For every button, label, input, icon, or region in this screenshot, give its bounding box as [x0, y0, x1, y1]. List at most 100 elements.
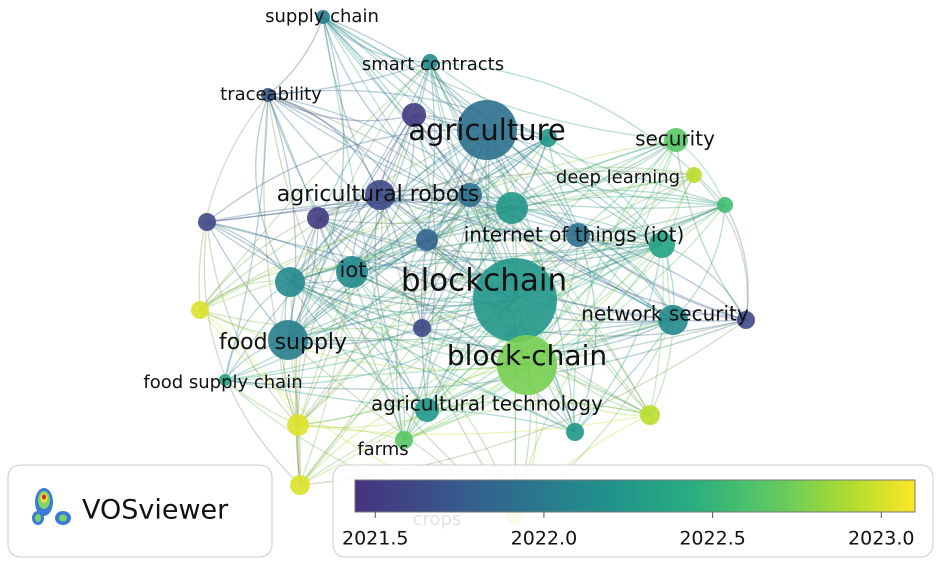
node	[413, 319, 431, 337]
node	[566, 223, 590, 247]
edge	[287, 139, 677, 341]
edge	[511, 174, 695, 209]
edge	[287, 339, 576, 433]
node	[458, 183, 482, 207]
edge	[573, 139, 677, 433]
edge	[351, 228, 579, 273]
edge	[351, 207, 513, 273]
edge	[351, 271, 406, 441]
node	[457, 100, 517, 160]
edge	[426, 400, 651, 416]
edge	[511, 139, 677, 209]
edge	[379, 194, 423, 329]
edge	[267, 94, 651, 416]
edge	[206, 194, 471, 223]
edge	[267, 94, 513, 209]
edge	[289, 281, 301, 486]
edge	[403, 139, 677, 441]
edge	[224, 194, 471, 381]
node	[365, 180, 395, 210]
edge	[379, 194, 674, 321]
edge	[199, 268, 353, 311]
edge	[206, 221, 516, 307]
edge	[351, 189, 726, 273]
node	[336, 256, 368, 288]
edge	[289, 281, 405, 441]
node	[268, 320, 308, 360]
edge	[577, 234, 747, 321]
edge	[206, 194, 381, 223]
node-label: security	[635, 127, 715, 151]
edge	[322, 16, 579, 236]
edge	[299, 207, 513, 486]
node	[219, 374, 231, 386]
edge	[351, 61, 431, 273]
edge	[287, 114, 415, 341]
edge	[297, 194, 383, 426]
edge	[289, 281, 528, 366]
edge	[379, 170, 695, 196]
edge	[267, 94, 381, 196]
edge	[206, 128, 488, 223]
node	[737, 311, 755, 329]
edge	[322, 16, 516, 301]
node	[261, 88, 275, 102]
edge	[267, 94, 663, 246]
edge	[267, 94, 353, 273]
node	[287, 414, 309, 436]
edge	[287, 129, 488, 341]
edge	[322, 16, 674, 321]
node	[198, 213, 216, 231]
edge	[317, 217, 663, 263]
edge	[426, 137, 549, 241]
legend: VOSviewer 2021.5 2022.0 2022.5 2023.0	[7, 464, 934, 558]
edge	[351, 114, 416, 273]
node-label: internet of things (iot)	[464, 223, 685, 247]
node-label: agricultural technology	[371, 392, 603, 416]
edge	[426, 239, 747, 322]
brand-name: VOSviewer	[82, 495, 229, 526]
edge	[429, 61, 576, 433]
edge	[514, 204, 726, 516]
edge	[511, 207, 663, 246]
edge	[317, 137, 549, 219]
node	[395, 431, 413, 449]
node	[658, 305, 688, 335]
edge	[224, 94, 269, 381]
node	[640, 405, 660, 425]
edge	[299, 271, 353, 486]
edge	[297, 271, 353, 426]
edge	[322, 16, 405, 441]
edge	[289, 281, 428, 411]
edge	[224, 364, 528, 381]
edge	[403, 403, 651, 441]
edge	[289, 114, 415, 283]
edge	[255, 94, 291, 283]
edge	[526, 204, 726, 366]
node-label: deep learning	[556, 167, 680, 188]
node	[416, 229, 438, 251]
node	[566, 423, 584, 441]
node	[496, 192, 528, 224]
edge	[429, 61, 747, 321]
edge	[426, 129, 490, 411]
edge	[287, 207, 513, 341]
node	[686, 167, 702, 183]
edge	[395, 129, 488, 441]
edge	[199, 61, 431, 311]
edge	[421, 194, 471, 329]
node-label: food supply chain	[143, 372, 302, 393]
edge	[351, 271, 651, 416]
edge	[421, 174, 695, 329]
edge	[267, 94, 516, 301]
edge	[317, 204, 726, 255]
edge	[511, 207, 674, 321]
edge	[429, 61, 579, 236]
edge	[351, 271, 747, 337]
colorbar-tick-label: 2023.0	[848, 528, 914, 550]
edge	[322, 16, 471, 196]
edge	[224, 207, 513, 381]
edge	[317, 217, 528, 366]
edge	[267, 94, 297, 341]
